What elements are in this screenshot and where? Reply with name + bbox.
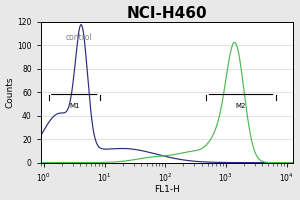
Title: NCI-H460: NCI-H460: [126, 6, 207, 21]
Y-axis label: Counts: Counts: [6, 76, 15, 108]
X-axis label: FL1-H: FL1-H: [154, 185, 180, 194]
Text: M1: M1: [69, 103, 80, 109]
Text: M2: M2: [236, 103, 246, 109]
Text: control: control: [65, 33, 92, 42]
